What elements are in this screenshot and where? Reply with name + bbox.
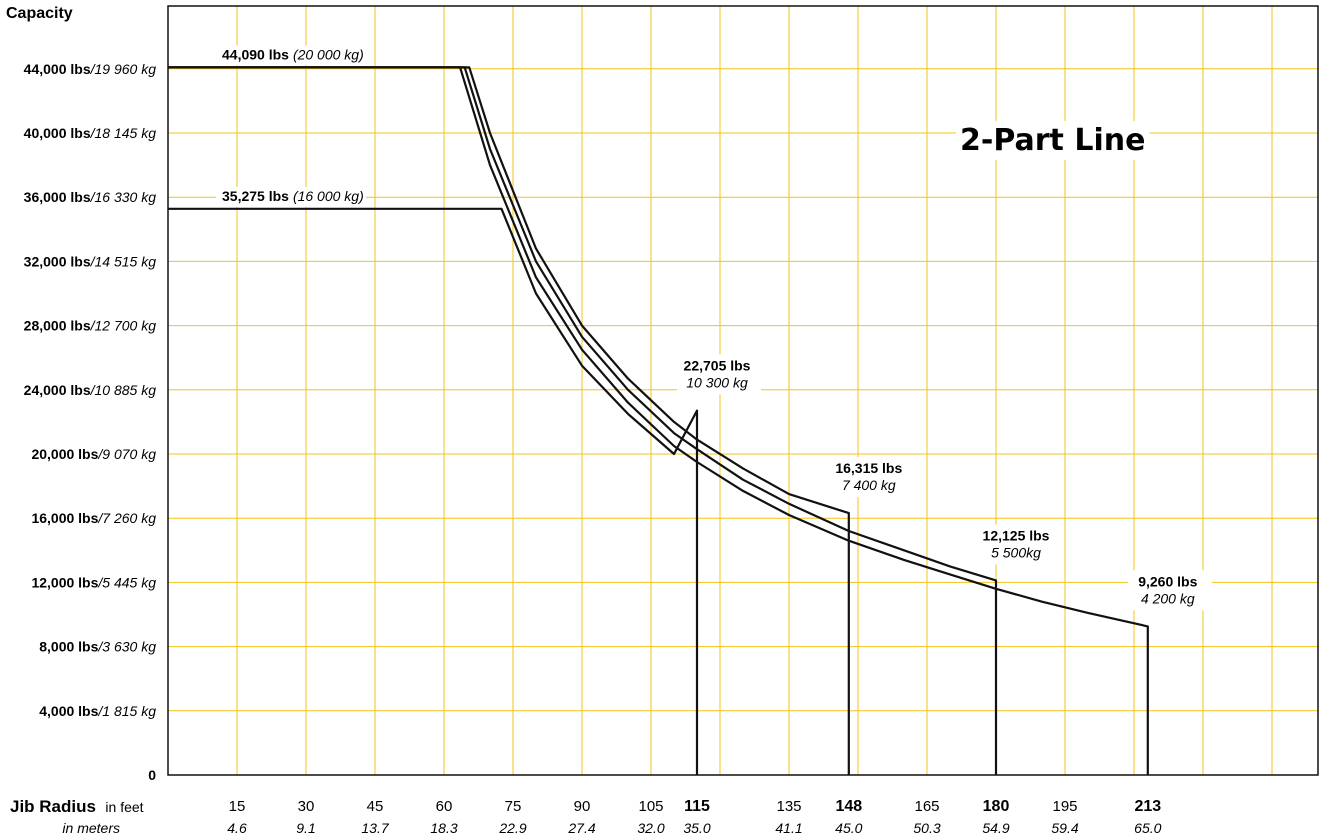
annotation-bg	[1127, 570, 1212, 611]
annotation-bg	[216, 45, 366, 66]
y-tick-label: 12,000 lbs/5 445 kg	[31, 574, 156, 590]
y-tick-kg: /5 445 kg	[97, 574, 156, 590]
y-tick-kg: /12 700 kg	[90, 318, 157, 334]
x-tick-feet: 115	[684, 798, 710, 815]
annotation-kg: (16 000 kg)	[293, 188, 364, 204]
x-axis-ticks: 15 4.6 30 9.1 45 13.7 60 18.3 75 22.9 90 27.4 105 32.…	[227, 798, 1161, 836]
annotation-lbs: 44,090 lbs	[222, 46, 289, 62]
curves	[168, 66, 1149, 775]
annotation-lbs: 35,275 lbs	[222, 188, 289, 204]
annotation-kg: (20 000 kg)	[293, 46, 364, 62]
y-tick-label: 40,000 lbs/18 145 kg	[24, 125, 157, 141]
y-tick-label: 20,000 lbs/9 070 kg	[31, 446, 156, 462]
x-tick-meters: 18.3	[430, 820, 457, 836]
x-tick-meters: 41.1	[775, 820, 802, 836]
y-tick-lbs: 0	[148, 767, 156, 783]
annotation-bg	[677, 354, 761, 395]
x-tick-meters: 22.9	[498, 820, 526, 836]
annotation-lbs: 16,315 lbs	[835, 460, 902, 476]
x-tick-feet: 15	[229, 798, 246, 815]
x-tick-meters: 65.0	[1134, 820, 1161, 836]
capacity-curve-1	[168, 66, 1149, 775]
x-tick-meters: 35.0	[683, 820, 710, 836]
chart-title-bg	[956, 121, 1150, 160]
annotation-bg	[828, 457, 913, 498]
x-tick-feet: 105	[638, 798, 663, 815]
x-axis-title-feet: in feet	[105, 799, 143, 815]
annotation-bg	[216, 186, 366, 207]
x-tick-feet: 30	[298, 798, 315, 815]
y-tick-kg: /18 145 kg	[90, 125, 157, 141]
x-tick-feet: 45	[367, 798, 384, 815]
x-tick-meters: 4.6	[227, 820, 247, 836]
x-tick-feet: 148	[835, 798, 862, 815]
annotation-lbs: 22,705 lbs	[684, 358, 751, 374]
x-tick-feet: 60	[436, 798, 453, 815]
x-tick-meters: 27.4	[567, 820, 595, 836]
y-tick-lbs: 28,000 lbs	[24, 318, 91, 334]
x-tick-meters: 9.1	[296, 820, 315, 836]
y-tick-label: 28,000 lbs/12 700 kg	[24, 318, 157, 334]
y-tick-label: 4,000 lbs/1 815 kg	[39, 703, 156, 719]
annotation-lbs: 9,260 lbs	[1138, 573, 1197, 589]
annotation-label: 44,090 lbs (20 000 kg)	[222, 46, 364, 62]
x-tick-meters: 59.4	[1051, 820, 1078, 836]
y-tick-lbs: 20,000 lbs	[31, 446, 98, 462]
y-tick-label: 32,000 lbs/14 515 kg	[24, 253, 157, 269]
x-tick-meters: 54.9	[982, 820, 1009, 836]
y-tick-kg: /3 630 kg	[97, 639, 156, 655]
x-tick-meters: 50.3	[913, 820, 940, 836]
y-tick-lbs: 16,000 lbs	[31, 510, 98, 526]
x-tick-meters: 32.0	[637, 820, 664, 836]
y-tick-lbs: 40,000 lbs	[24, 125, 91, 141]
y-tick-label: 44,000 lbs/19 960 kg	[24, 61, 157, 77]
x-tick-meters: 45.0	[835, 820, 862, 836]
y-tick-label: 24,000 lbs/10 885 kg	[24, 382, 157, 398]
x-tick-feet: 90	[574, 798, 591, 815]
x-tick-feet: 180	[983, 798, 1010, 815]
capacity-curve-3	[168, 66, 850, 775]
y-tick-kg: /9 070 kg	[97, 446, 156, 462]
y-tick-kg: /16 330 kg	[90, 189, 157, 205]
annotation-kg: 4 200 kg	[1141, 590, 1195, 606]
annotations: 44,090 lbs (20 000 kg) 35,275 lbs (16 000 k…	[216, 45, 1212, 611]
y-tick-label: 16,000 lbs/7 260 kg	[31, 510, 156, 526]
y-tick-label: 36,000 lbs/16 330 kg	[24, 189, 157, 205]
y-tick-lbs: 4,000 lbs	[39, 703, 98, 719]
y-tick-kg: /7 260 kg	[97, 510, 156, 526]
y-tick-lbs: 24,000 lbs	[24, 382, 91, 398]
x-axis-title-main: Jib Radius	[10, 797, 96, 816]
y-tick-label: 0	[148, 767, 156, 783]
x-tick-feet: 75	[505, 798, 522, 815]
x-tick-feet: 213	[1134, 798, 1161, 815]
x-axis-title-meters: in meters	[62, 820, 120, 836]
y-tick-kg: /19 960 kg	[90, 61, 157, 77]
y-tick-lbs: 8,000 lbs	[39, 639, 98, 655]
y-tick-kg: /10 885 kg	[90, 382, 157, 398]
plot-frame	[167, 5, 1319, 776]
x-axis-title: Jib Radius in feet	[10, 797, 144, 816]
y-tick-label: 8,000 lbs/3 630 kg	[39, 639, 156, 655]
annotation-bg	[976, 524, 1060, 565]
y-tick-kg: /14 515 kg	[90, 253, 157, 269]
annotation-kg: 10 300 kg	[686, 375, 748, 391]
x-tick-meters: 13.7	[361, 820, 389, 836]
annotation-lbs: 12,125 lbs	[983, 527, 1050, 543]
annotation-kg: 7 400 kg	[842, 477, 896, 493]
capacity-curve-4	[168, 207, 699, 775]
y-tick-lbs: 12,000 lbs	[31, 574, 98, 590]
x-tick-feet: 165	[914, 798, 939, 815]
annotation-kg: 5 500kg	[991, 544, 1041, 560]
chart-title: 2-Part Line	[960, 123, 1145, 158]
annotation-label: 35,275 lbs (16 000 kg)	[222, 188, 364, 204]
y-tick-lbs: 36,000 lbs	[24, 189, 91, 205]
x-tick-feet: 195	[1052, 798, 1077, 815]
x-tick-feet: 135	[776, 798, 801, 815]
y-axis-ticks: 0 4,000 lbs/1 815 kg 8,000 lbs/3 630 kg 12,…	[24, 61, 157, 783]
y-tick-lbs: 44,000 lbs	[24, 61, 91, 77]
y-tick-kg: /1 815 kg	[97, 703, 156, 719]
y-tick-lbs: 32,000 lbs	[24, 253, 91, 269]
y-axis-title: Capacity	[6, 5, 73, 22]
